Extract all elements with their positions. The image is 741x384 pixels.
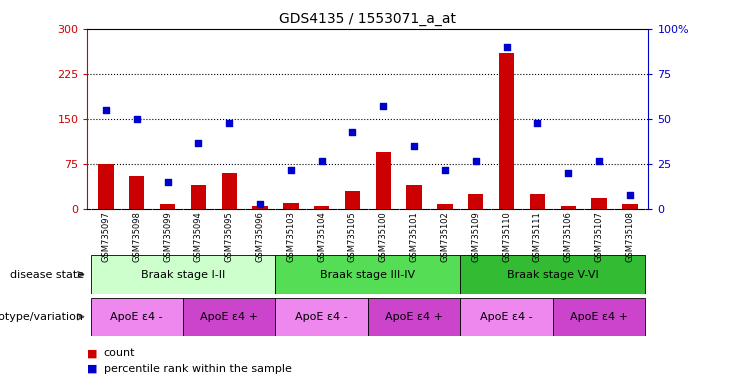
Bar (345, 191, 360, 209)
Bar (376, 152, 391, 209)
Text: GSM735103: GSM735103 (286, 212, 296, 262)
Bar (460, 255, 645, 294)
Text: ApoE ε4 +: ApoE ε4 + (570, 312, 628, 322)
Point (223, 119, 235, 126)
Bar (90, 298, 183, 336)
Bar (560, 206, 576, 209)
Text: GSM735101: GSM735101 (410, 212, 419, 262)
Bar (99, 164, 113, 209)
Point (377, 103, 389, 109)
Text: GSM735094: GSM735094 (194, 212, 203, 262)
Bar (591, 199, 607, 209)
Title: GDS4135 / 1553071_a_at: GDS4135 / 1553071_a_at (279, 12, 456, 26)
Text: GSM735096: GSM735096 (256, 212, 265, 262)
Point (193, 139, 205, 146)
Text: ApoE ε4 -: ApoE ε4 - (480, 312, 533, 322)
Text: GSM735105: GSM735105 (348, 212, 357, 262)
Bar (368, 298, 460, 336)
Text: GSM735104: GSM735104 (317, 212, 326, 262)
Bar (90, 255, 276, 294)
Point (316, 157, 328, 164)
Text: GSM735100: GSM735100 (379, 212, 388, 262)
Point (593, 157, 605, 164)
Point (501, 44, 513, 50)
Text: GSM735097: GSM735097 (102, 212, 110, 262)
Text: GSM735111: GSM735111 (533, 212, 542, 262)
Bar (183, 298, 276, 336)
Text: GSM735107: GSM735107 (594, 212, 604, 262)
Point (131, 116, 143, 122)
Point (254, 201, 266, 207)
Point (624, 192, 636, 198)
Point (408, 143, 420, 149)
Bar (622, 204, 637, 209)
Text: GSM735108: GSM735108 (625, 212, 634, 262)
Bar (253, 206, 268, 209)
Bar (160, 204, 176, 209)
Point (470, 157, 482, 164)
Text: GSM735110: GSM735110 (502, 212, 511, 262)
Text: GSM735106: GSM735106 (564, 212, 573, 262)
Text: percentile rank within the sample: percentile rank within the sample (104, 364, 292, 374)
Bar (283, 203, 299, 209)
Text: Braak stage V-VI: Braak stage V-VI (507, 270, 599, 280)
Point (285, 167, 297, 173)
Text: count: count (104, 348, 136, 358)
Text: Braak stage I-II: Braak stage I-II (141, 270, 225, 280)
Point (347, 129, 359, 135)
Text: ApoE ε4 -: ApoE ε4 - (110, 312, 163, 322)
Bar (129, 176, 144, 209)
Bar (530, 194, 545, 209)
Text: ApoE ε4 +: ApoE ε4 + (200, 312, 258, 322)
Point (531, 119, 543, 126)
Point (162, 179, 173, 185)
Bar (276, 298, 368, 336)
Bar (437, 204, 453, 209)
Point (100, 107, 112, 113)
Text: disease state: disease state (10, 270, 84, 280)
Text: ApoE ε4 +: ApoE ε4 + (385, 312, 443, 322)
Text: GSM735098: GSM735098 (132, 212, 142, 262)
Text: ■: ■ (87, 364, 98, 374)
Bar (460, 298, 553, 336)
Bar (190, 185, 206, 209)
Bar (222, 173, 237, 209)
Point (439, 167, 451, 173)
Text: ■: ■ (87, 348, 98, 358)
Text: GSM735099: GSM735099 (163, 212, 172, 262)
Text: Braak stage III-IV: Braak stage III-IV (320, 270, 416, 280)
Text: GSM735109: GSM735109 (471, 212, 480, 262)
Bar (314, 206, 330, 209)
Point (562, 170, 574, 176)
Bar (406, 185, 422, 209)
Bar (276, 255, 460, 294)
Bar (468, 194, 483, 209)
Text: genotype/variation: genotype/variation (0, 312, 84, 322)
Text: ApoE ε4 -: ApoE ε4 - (296, 312, 348, 322)
Bar (499, 53, 514, 209)
Bar (553, 298, 645, 336)
Text: GSM735102: GSM735102 (440, 212, 450, 262)
Text: GSM735095: GSM735095 (225, 212, 233, 262)
